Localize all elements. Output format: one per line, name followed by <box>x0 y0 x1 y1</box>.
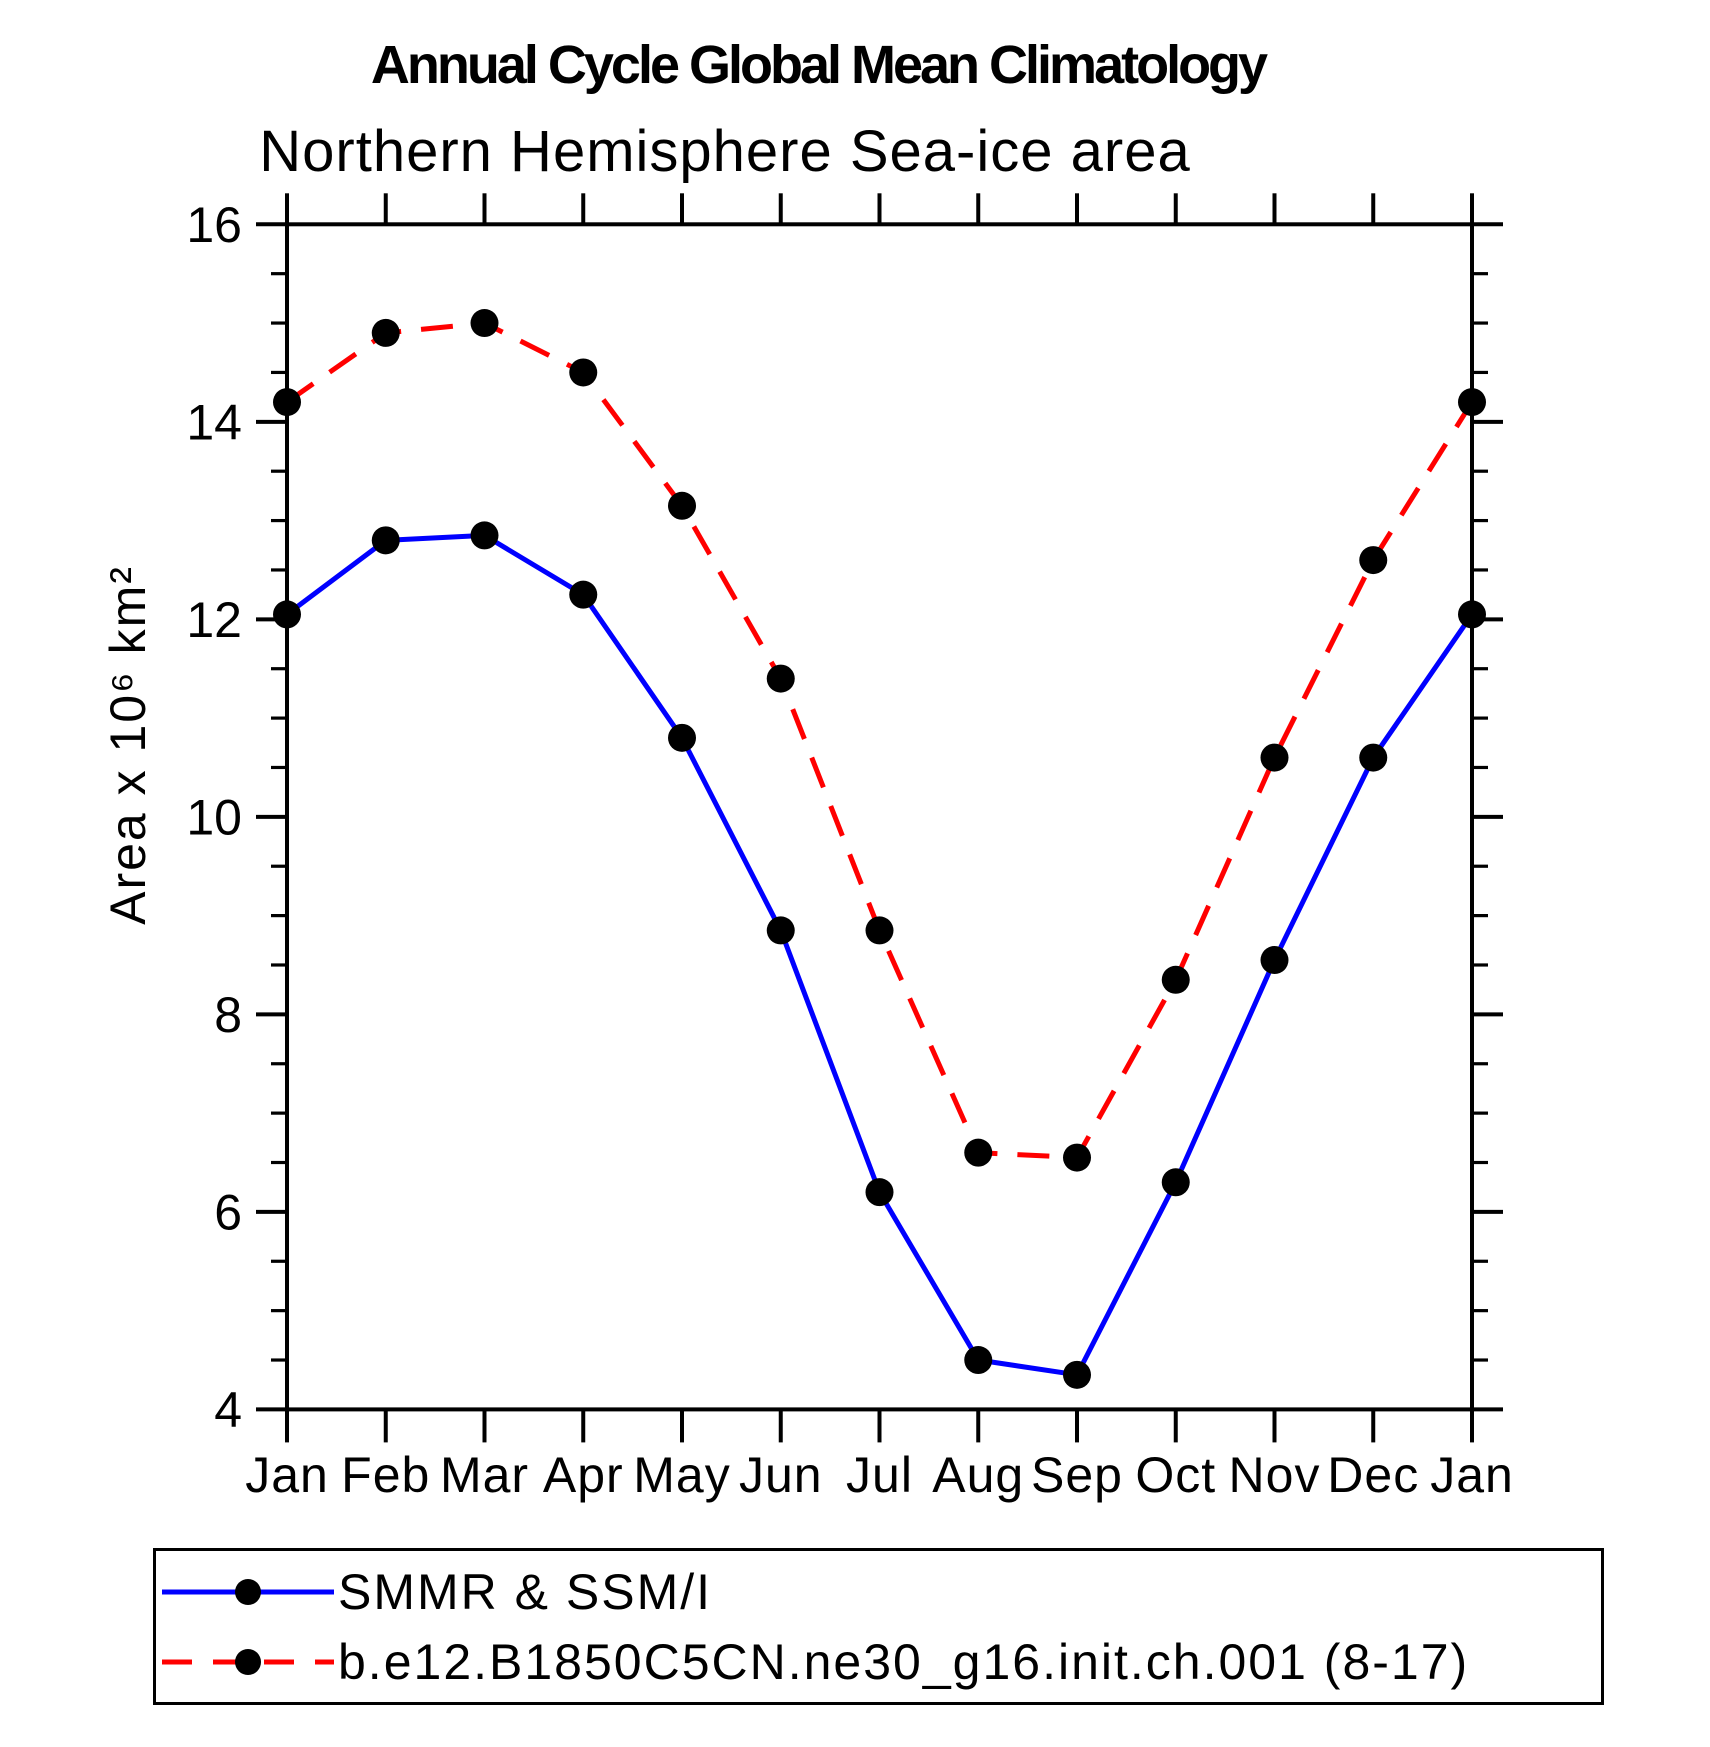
data-point-0-Jun <box>766 916 795 945</box>
data-point-1-Mar <box>470 309 499 338</box>
axis-ticks <box>256 193 1503 1443</box>
x-axis-tick-label: Jan <box>1430 1447 1514 1503</box>
series-line-1 <box>285 320 1475 1161</box>
data-point-0-Nov <box>1260 946 1289 975</box>
x-axis-tick-label: Aug <box>932 1447 1024 1503</box>
y-axis-tick-label: 8 <box>214 987 242 1043</box>
series-line-0 <box>285 532 1475 1378</box>
y-axis-tick-label: 4 <box>214 1382 242 1438</box>
data-point-0-Jan <box>273 600 301 629</box>
data-point-1-Jan <box>273 388 301 417</box>
data-point-1-Dec <box>1359 546 1388 575</box>
data-point-0-Oct <box>1161 1168 1190 1197</box>
x-axis-tick-label: Apr <box>543 1447 624 1503</box>
data-point-0-Dec <box>1359 743 1388 772</box>
legend-entry-model: b.e12.B1850C5CN.ne30_g16.init.ch.001 (8-… <box>160 1627 1469 1697</box>
data-point-1-Jul <box>865 916 894 945</box>
legend-marker-dot <box>235 1649 261 1675</box>
data-point-1-Aug <box>964 1138 993 1167</box>
legend-label-model: b.e12.B1850C5CN.ne30_g16.init.ch.001 (8-… <box>338 1634 1470 1690</box>
x-axis-tick-label: Dec <box>1327 1447 1419 1503</box>
legend-box: SMMR & SSM/I b.e12.B1850C5CN.ne30_g16.in… <box>153 1548 1604 1705</box>
y-axis-tick-label: 10 <box>186 789 242 845</box>
data-point-0-Feb <box>371 526 400 555</box>
x-axis-tick-label: Jul <box>846 1447 913 1503</box>
x-axis-tick-label: Sep <box>1031 1447 1123 1503</box>
y-axis-tick-label: 14 <box>186 394 242 450</box>
legend-label-observations: SMMR & SSM/I <box>338 1564 713 1620</box>
legend-entry-observations: SMMR & SSM/I <box>160 1557 712 1627</box>
data-point-1-Sep <box>1063 1143 1091 1172</box>
plot-frame <box>285 222 1474 1412</box>
x-axis-tick-label: Oct <box>1135 1447 1216 1503</box>
y-axis-tick-label: 16 <box>186 197 242 253</box>
legend-marker-dot <box>235 1579 261 1605</box>
x-axis-tick-label: May <box>633 1447 730 1503</box>
data-point-0-May <box>668 723 696 752</box>
data-point-0-Apr <box>569 580 598 609</box>
data-point-1-Nov <box>1260 743 1289 772</box>
data-point-0-Jan <box>1458 600 1486 629</box>
y-axis-tick-label: 12 <box>186 592 242 648</box>
axis-frame <box>285 222 1474 1412</box>
data-point-1-Feb <box>371 318 400 347</box>
x-axis-tick-label: Feb <box>341 1447 430 1503</box>
data-series <box>273 309 1486 1389</box>
data-point-0-Mar <box>470 521 499 550</box>
x-axis-tick-label: Mar <box>440 1447 529 1503</box>
data-point-1-Oct <box>1161 965 1190 994</box>
legend-line-sample-solid <box>162 1579 334 1605</box>
data-point-1-Apr <box>569 358 598 387</box>
data-point-1-Jun <box>766 664 795 693</box>
x-axis-tick-label: Jan <box>245 1447 329 1503</box>
chart-title: Annual Cycle Global Mean Climatology <box>370 35 1268 95</box>
data-point-1-Jan <box>1458 388 1486 417</box>
x-axis-tick-label: Nov <box>1229 1447 1321 1503</box>
axis-tick-labels: Jan Feb Mar Apr May Jun Jul Aug Sep Oct Nov Dec Jan4… <box>186 197 1514 1503</box>
chart-subtitle: Northern Hemisphere Sea-ice area <box>259 119 1191 184</box>
y-axis-tick-label: 6 <box>214 1184 242 1240</box>
data-point-0-Sep <box>1063 1360 1091 1389</box>
data-point-1-May <box>668 491 696 520</box>
data-point-0-Jul <box>865 1178 894 1207</box>
data-point-0-Aug <box>964 1346 993 1375</box>
legend-line-sample-dashed <box>162 1649 334 1675</box>
x-axis-tick-label: Jun <box>739 1447 823 1503</box>
